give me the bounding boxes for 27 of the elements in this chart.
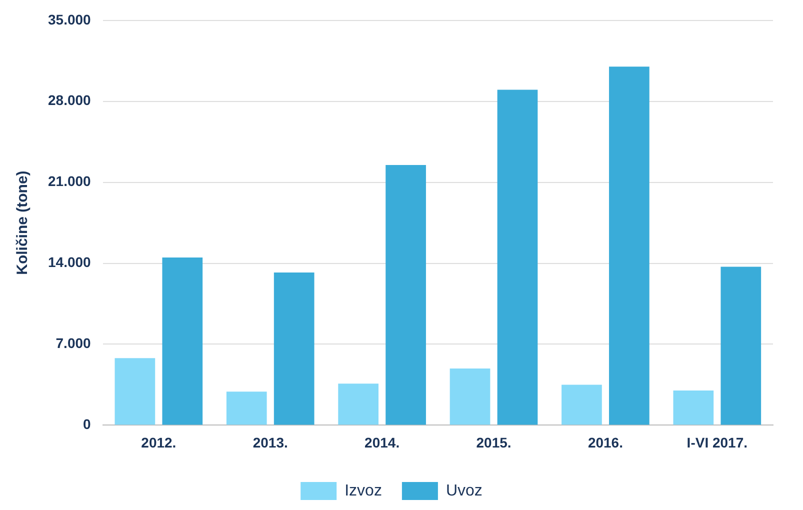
- bar: [162, 257, 203, 425]
- y-tick-label: 21.000: [48, 173, 92, 190]
- x-tick-label: 2012.: [141, 434, 176, 450]
- y-axis-title: Količine (tone): [14, 170, 32, 275]
- bar: [114, 358, 156, 425]
- bar: [338, 384, 378, 425]
- bar: [386, 164, 426, 425]
- y-tick-label: 28.000: [48, 92, 92, 108]
- y-tick-label: 35.000: [48, 11, 92, 28]
- legend-label: Uvoz: [446, 482, 482, 500]
- bar: [720, 266, 762, 425]
- x-tick-label: 2015.: [476, 434, 512, 450]
- x-tick-label: I-VI 2017.: [686, 434, 748, 450]
- bar: [226, 392, 267, 425]
- bar: [673, 390, 714, 425]
- bar: [274, 272, 314, 425]
- bar: [562, 384, 602, 425]
- bar: [609, 66, 650, 425]
- bar: [497, 90, 538, 425]
- y-tick-label: 7.000: [56, 335, 92, 352]
- x-tick-label: 2013.: [252, 434, 288, 450]
- y-tick-label: 0: [83, 416, 92, 432]
- x-tick-label: 2016.: [588, 434, 623, 450]
- legend-label: Izvoz: [344, 482, 382, 500]
- y-tick-label: 14.000: [48, 254, 92, 270]
- x-tick-label: 2014.: [364, 434, 400, 450]
- bar: [450, 368, 490, 425]
